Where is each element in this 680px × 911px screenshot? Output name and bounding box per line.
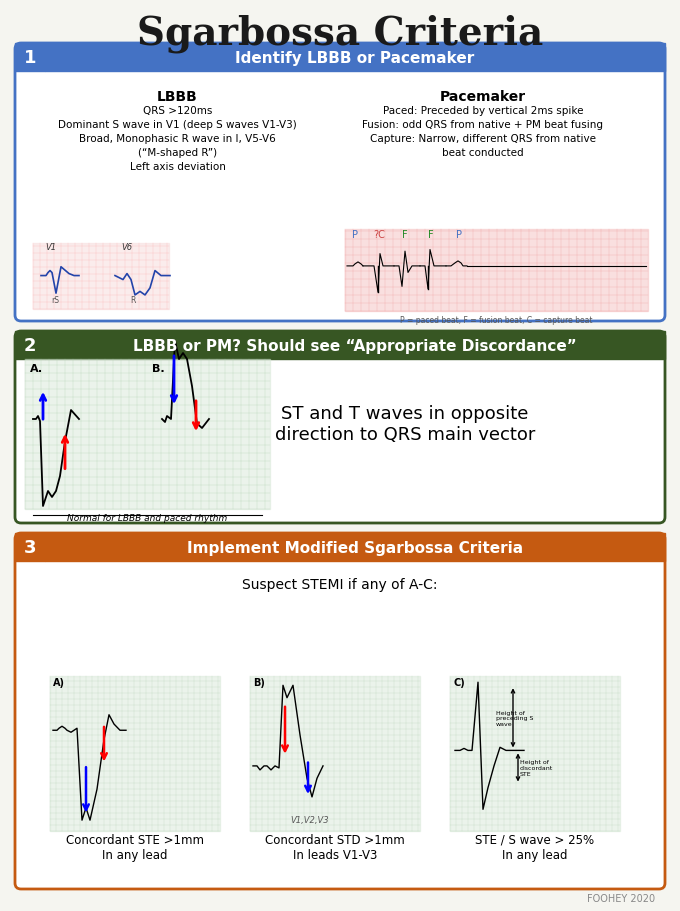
Bar — [450, 676, 620, 831]
Bar — [345, 230, 648, 312]
Bar — [45, 534, 665, 561]
Text: P: P — [352, 230, 358, 240]
Bar — [15, 534, 45, 561]
Text: Identify LBBB or Pacemaker: Identify LBBB or Pacemaker — [235, 50, 475, 66]
Text: 3: 3 — [24, 538, 36, 557]
Text: ?C: ?C — [373, 230, 385, 240]
Text: Fusion: odd QRS from native + PM beat fusing: Fusion: odd QRS from native + PM beat fu… — [362, 120, 604, 130]
Bar — [15, 44, 45, 72]
Text: LBBB or PM? Should see “Appropriate Discordance”: LBBB or PM? Should see “Appropriate Disc… — [133, 338, 577, 353]
Text: F: F — [428, 230, 434, 240]
Text: QRS >120ms: QRS >120ms — [143, 106, 212, 116]
Bar — [250, 676, 420, 831]
Text: Pacemaker: Pacemaker — [440, 90, 526, 104]
Bar — [50, 676, 220, 831]
Text: ST and T waves in opposite
direction to QRS main vector: ST and T waves in opposite direction to … — [275, 404, 535, 443]
Text: B.: B. — [152, 363, 165, 374]
Bar — [45, 332, 665, 360]
Text: Normal for LBBB and paced rhythm: Normal for LBBB and paced rhythm — [67, 514, 227, 522]
Bar — [45, 44, 665, 72]
Text: rS: rS — [51, 296, 59, 304]
Text: STE / S wave > 25%
In any lead: STE / S wave > 25% In any lead — [475, 833, 594, 861]
Text: Height of
discordant
STE: Height of discordant STE — [520, 759, 554, 776]
Text: R: R — [130, 296, 135, 304]
Text: V1: V1 — [45, 243, 56, 251]
Text: Concordant STD >1mm
In leads V1-V3: Concordant STD >1mm In leads V1-V3 — [265, 833, 405, 861]
Text: 1: 1 — [24, 49, 36, 67]
Text: P: P — [456, 230, 462, 240]
Text: beat conducted: beat conducted — [442, 148, 524, 158]
Bar — [33, 244, 169, 310]
Bar — [25, 360, 270, 509]
FancyBboxPatch shape — [15, 332, 665, 524]
Text: Implement Modified Sgarbossa Criteria: Implement Modified Sgarbossa Criteria — [187, 540, 523, 555]
Text: V1,V2,V3: V1,V2,V3 — [290, 814, 329, 824]
Text: (“M-shaped R”): (“M-shaped R”) — [138, 148, 217, 158]
Text: FOOHEY 2020: FOOHEY 2020 — [587, 893, 655, 903]
FancyBboxPatch shape — [15, 44, 665, 322]
Text: Suspect STEMI if any of A-C:: Suspect STEMI if any of A-C: — [242, 578, 438, 591]
Text: F: F — [402, 230, 408, 240]
Text: Concordant STE >1mm
In any lead: Concordant STE >1mm In any lead — [66, 833, 204, 861]
Text: 2: 2 — [24, 337, 36, 354]
Text: Broad, Monophasic R wave in I, V5-V6: Broad, Monophasic R wave in I, V5-V6 — [79, 134, 276, 144]
Text: Height of
preceding S
wave: Height of preceding S wave — [496, 710, 533, 726]
Text: A): A) — [53, 678, 65, 688]
FancyBboxPatch shape — [15, 534, 665, 889]
Text: P = paced beat, F = fusion beat, C = capture beat: P = paced beat, F = fusion beat, C = cap… — [400, 315, 592, 324]
Text: V6: V6 — [121, 243, 132, 251]
Bar — [15, 332, 45, 360]
Text: B): B) — [253, 678, 265, 688]
Text: C): C) — [453, 678, 464, 688]
Text: LBBB: LBBB — [157, 90, 198, 104]
Text: Paced: Preceded by vertical 2ms spike: Paced: Preceded by vertical 2ms spike — [383, 106, 583, 116]
Text: Left axis deviation: Left axis deviation — [130, 162, 226, 172]
Text: Dominant S wave in V1 (deep S waves V1-V3): Dominant S wave in V1 (deep S waves V1-V… — [58, 120, 297, 130]
Text: Capture: Narrow, different QRS from native: Capture: Narrow, different QRS from nati… — [370, 134, 596, 144]
Text: A.: A. — [30, 363, 43, 374]
Text: Sgarbossa Criteria: Sgarbossa Criteria — [137, 15, 543, 53]
